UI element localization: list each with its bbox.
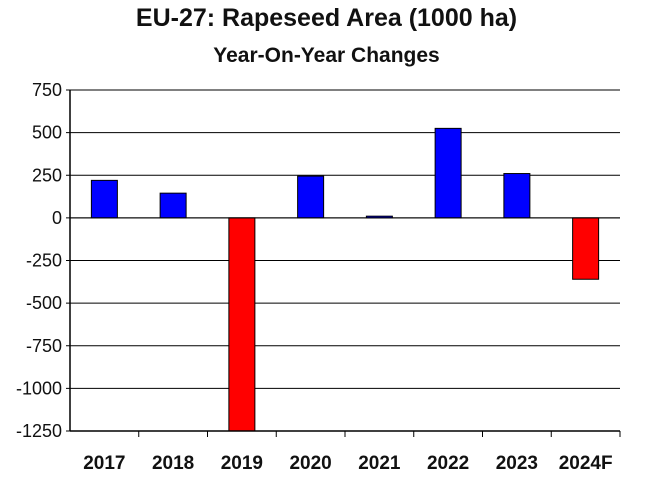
chart-subtitle: Year-On-Year Changes xyxy=(213,44,440,67)
x-axis-ticks: 2017 2018 2019 2020 2021 2022 2023 2024F xyxy=(83,431,621,474)
grid-lines xyxy=(70,89,620,432)
y-tick-label: -500 xyxy=(26,293,62,313)
y-axis-ticks: 750 500 250 0 -250 -500 -750 -1000 -1250 xyxy=(16,80,70,441)
bars xyxy=(90,127,600,432)
x-tick-label: 2019 xyxy=(221,453,263,474)
x-tick-label: 2020 xyxy=(289,453,331,474)
y-tick-label: 500 xyxy=(32,123,62,143)
bar-2024F xyxy=(572,217,600,280)
bar-2020 xyxy=(297,175,325,219)
bar-2019 xyxy=(228,217,256,432)
x-tick-label: 2017 xyxy=(83,453,125,474)
y-tick-label: 0 xyxy=(52,208,62,228)
y-tick-label: -750 xyxy=(26,336,62,356)
x-tick-label: 2018 xyxy=(152,453,194,474)
y-tick-label: -250 xyxy=(26,251,62,271)
x-tick-label: 2022 xyxy=(427,453,469,474)
bar-2022 xyxy=(434,127,462,219)
x-tick-label: 2021 xyxy=(358,453,401,474)
y-tick-label: 250 xyxy=(32,165,62,185)
x-tick-label: 2023 xyxy=(496,453,538,474)
bar-2017 xyxy=(90,179,118,219)
y-tick-label: -1000 xyxy=(16,378,62,398)
x-tick-label: 2024F xyxy=(559,453,613,474)
axes xyxy=(69,90,620,432)
y-tick-label: 750 xyxy=(32,80,62,100)
y-tick-label: -1250 xyxy=(16,421,62,441)
bar-2018 xyxy=(159,192,187,219)
chart-title: EU-27: Rapeseed Area (1000 ha) xyxy=(135,4,518,32)
bar-2023 xyxy=(503,173,531,219)
